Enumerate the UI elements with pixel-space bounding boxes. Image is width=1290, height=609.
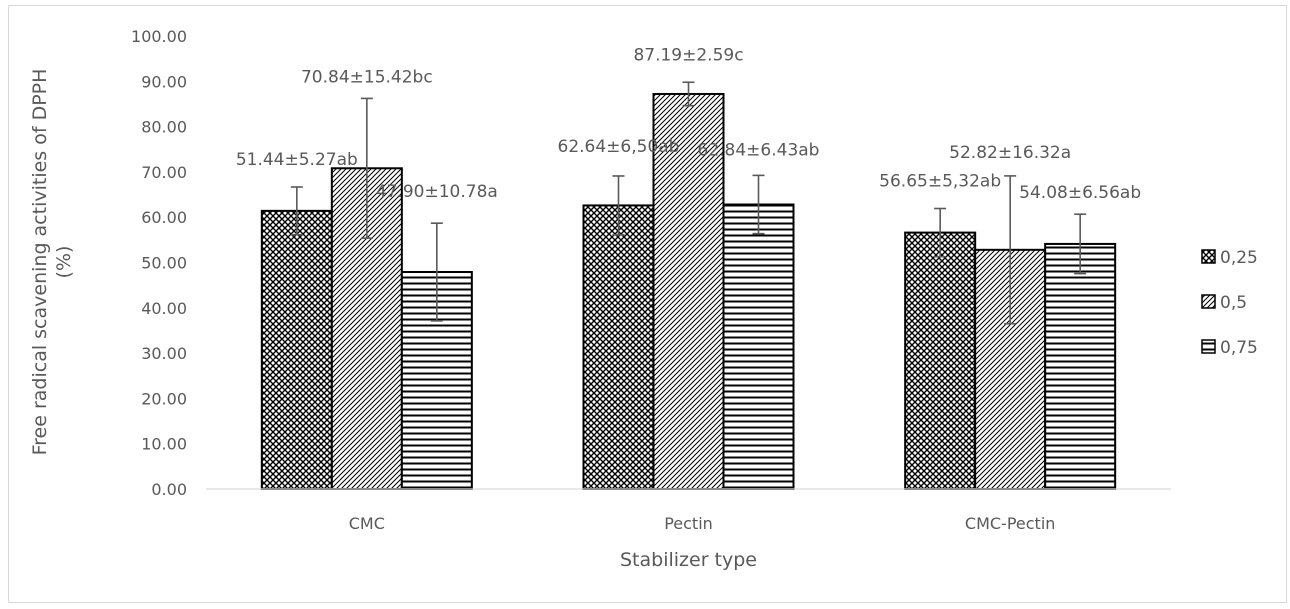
legend-swatch bbox=[1201, 339, 1216, 354]
data-labels: 51.44±5.27ab 70.84±15.42bc 47.90±10.78a 62.… bbox=[236, 45, 1141, 203]
data-label: 54.08±6.56ab bbox=[1019, 183, 1141, 203]
chart-frame: 0.00 10.00 20.00 30.00 40.00 50.00 60.00 70.00 8… bbox=[8, 5, 1287, 603]
y-tick-label: 70.00 bbox=[141, 163, 187, 182]
x-axis-title: Stabilizer type bbox=[620, 549, 757, 571]
legend-swatch bbox=[1201, 249, 1216, 264]
y-axis-title-line: Free radical scavening activities of DPP… bbox=[29, 69, 51, 456]
bar bbox=[1044, 242, 1117, 490]
x-axis-category-labels: CMC Pectin CMC-Pectin bbox=[349, 514, 1056, 533]
bars bbox=[260, 92, 1117, 491]
data-label: 70.84±15.42bc bbox=[301, 67, 433, 87]
y-tick-label: 90.00 bbox=[141, 72, 187, 91]
data-label: 56.65±5,32ab bbox=[879, 172, 1001, 192]
y-tick-label: 50.00 bbox=[141, 254, 187, 273]
y-axis-title: Free radical scavening activities of DPP… bbox=[29, 69, 75, 456]
y-tick-label: 20.00 bbox=[141, 389, 187, 408]
data-label: 62.64±6,50ab bbox=[558, 137, 680, 157]
data-label: 47.90±10.78a bbox=[376, 182, 498, 202]
data-label: 52.82±16.32a bbox=[949, 143, 1071, 163]
data-label: 51.44±5.27ab bbox=[236, 150, 358, 170]
x-tick-label: CMC-Pectin bbox=[965, 514, 1056, 533]
error-bars bbox=[290, 81, 1087, 325]
chart-svg: 0.00 10.00 20.00 30.00 40.00 50.00 60.00 70.00 8… bbox=[29, 27, 1258, 571]
data-label: 62.84±6.43ab bbox=[698, 140, 820, 160]
legend-label: 0,25 bbox=[1220, 248, 1258, 268]
legend-label: 0,75 bbox=[1220, 338, 1258, 358]
legend: 0,25 0,5 0,75 bbox=[1201, 248, 1258, 358]
y-tick-label: 10.00 bbox=[141, 435, 187, 454]
y-axis-ticks: 0.00 10.00 20.00 30.00 40.00 50.00 60.00 70.00 8… bbox=[131, 27, 187, 499]
y-axis-title-line: (%) bbox=[53, 246, 75, 279]
x-tick-label: Pectin bbox=[664, 514, 713, 533]
bar bbox=[582, 204, 655, 490]
x-tick-label: CMC bbox=[349, 514, 385, 533]
y-tick-label: 80.00 bbox=[141, 118, 187, 137]
y-tick-label: 100.00 bbox=[131, 27, 187, 46]
y-tick-label: 30.00 bbox=[141, 344, 187, 363]
bar bbox=[904, 231, 977, 491]
y-tick-label: 0.00 bbox=[151, 480, 187, 499]
bar bbox=[260, 209, 333, 490]
data-label: 87.19±2.59c bbox=[633, 45, 743, 65]
y-tick-label: 60.00 bbox=[141, 208, 187, 227]
legend-swatch bbox=[1201, 294, 1216, 309]
legend-label: 0,5 bbox=[1220, 293, 1247, 313]
bar bbox=[722, 203, 795, 491]
y-tick-label: 40.00 bbox=[141, 299, 187, 318]
